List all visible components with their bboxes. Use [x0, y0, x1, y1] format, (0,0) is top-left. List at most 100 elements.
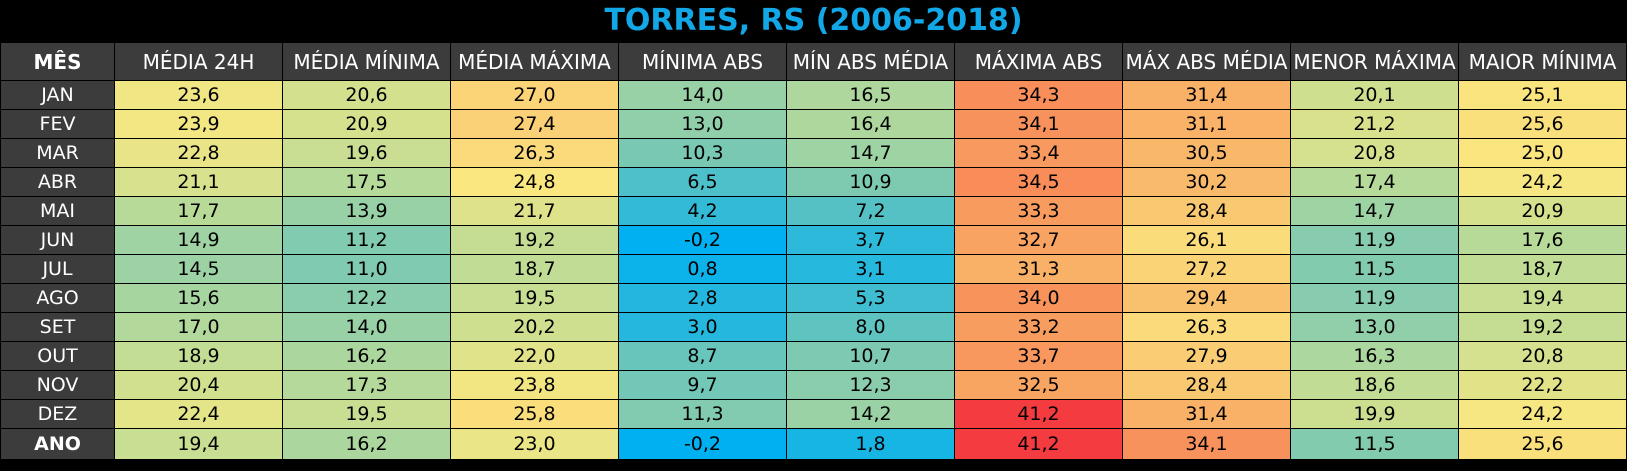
- value-cell: 20,2: [450, 312, 619, 342]
- value-cell: 41,2: [954, 399, 1123, 429]
- value-cell: 19,4: [114, 428, 283, 460]
- value-cell: 13,0: [618, 109, 787, 139]
- table-row: AGO 15,6 12,2 19,5 2,8 5,3 34,0 29,4 11,9 19,4: [0, 283, 1627, 313]
- table-row: SET 17,0 14,0 20,2 3,0 8,0 33,2 26,3 13,0 19,2: [0, 312, 1627, 342]
- value-cell: 10,3: [618, 138, 787, 168]
- value-cell: 27,0: [450, 80, 619, 110]
- value-cell: 9,7: [618, 370, 787, 400]
- value-cell: 17,5: [282, 167, 451, 197]
- value-cell: 33,2: [954, 312, 1123, 342]
- month-cell: SET: [0, 312, 115, 342]
- month-cell: MAR: [0, 138, 115, 168]
- value-cell: 25,1: [1458, 80, 1627, 110]
- value-cell: 21,2: [1290, 109, 1459, 139]
- value-cell: 11,5: [1290, 254, 1459, 284]
- value-cell: 19,2: [1458, 312, 1627, 342]
- value-cell: 5,3: [786, 283, 955, 313]
- value-cell: 20,9: [1458, 196, 1627, 226]
- month-cell: NOV: [0, 370, 115, 400]
- value-cell: 20,8: [1290, 138, 1459, 168]
- value-cell: 25,6: [1458, 428, 1627, 460]
- value-cell: 19,9: [1290, 399, 1459, 429]
- column-header: MÉDIA 24H: [114, 42, 283, 81]
- column-header: MÉDIA MÍNIMA: [282, 42, 451, 81]
- value-cell: 23,8: [450, 370, 619, 400]
- value-cell: 34,0: [954, 283, 1123, 313]
- value-cell: 24,2: [1458, 167, 1627, 197]
- value-cell: 21,1: [114, 167, 283, 197]
- table-row: JAN 23,6 20,6 27,0 14,0 16,5 34,3 31,4 20,1 25,1: [0, 80, 1627, 110]
- value-cell: 3,7: [786, 225, 955, 255]
- table-row: MAI 17,7 13,9 21,7 4,2 7,2 33,3 28,4 14,7 20,9: [0, 196, 1627, 226]
- value-cell: 19,5: [282, 399, 451, 429]
- column-header: MÉDIA MÁXIMA: [450, 42, 619, 81]
- value-cell: 6,5: [618, 167, 787, 197]
- value-cell: 34,5: [954, 167, 1123, 197]
- column-header: MÍNIMA ABS: [618, 42, 787, 81]
- table-row: ABR 21,1 17,5 24,8 6,5 10,9 34,5 30,2 17,4 24,2: [0, 167, 1627, 197]
- column-header: MÁXIMA ABS: [954, 42, 1123, 81]
- value-cell: 33,7: [954, 341, 1123, 371]
- value-cell: 18,7: [450, 254, 619, 284]
- value-cell: 22,8: [114, 138, 283, 168]
- table-row: NOV 20,4 17,3 23,8 9,7 12,3 32,5 28,4 18,6 22,2: [0, 370, 1627, 400]
- table-body: JAN 23,6 20,6 27,0 14,0 16,5 34,3 31,4 20,1 25,1 F…: [0, 80, 1627, 460]
- value-cell: 28,4: [1122, 196, 1291, 226]
- value-cell: 18,6: [1290, 370, 1459, 400]
- table-row: MAR 22,8 19,6 26,3 10,3 14,7 33,4 30,5 20,8 25,0: [0, 138, 1627, 168]
- table-row: ANO 19,4 16,2 23,0 -0,2 1,8 41,2 34,1 11,5 25,6: [0, 428, 1627, 460]
- value-cell: 16,2: [282, 428, 451, 460]
- value-cell: 20,8: [1458, 341, 1627, 371]
- value-cell: 8,0: [786, 312, 955, 342]
- value-cell: 27,4: [450, 109, 619, 139]
- value-cell: 26,3: [450, 138, 619, 168]
- value-cell: 21,7: [450, 196, 619, 226]
- month-cell: AGO: [0, 283, 115, 313]
- value-cell: 17,4: [1290, 167, 1459, 197]
- value-cell: 17,6: [1458, 225, 1627, 255]
- value-cell: 31,1: [1122, 109, 1291, 139]
- value-cell: 12,3: [786, 370, 955, 400]
- value-cell: 19,2: [450, 225, 619, 255]
- value-cell: 14,0: [282, 312, 451, 342]
- value-cell: 22,4: [114, 399, 283, 429]
- value-cell: 11,2: [282, 225, 451, 255]
- value-cell: 19,4: [1458, 283, 1627, 313]
- value-cell: 22,2: [1458, 370, 1627, 400]
- value-cell: 26,3: [1122, 312, 1291, 342]
- value-cell: 31,4: [1122, 399, 1291, 429]
- value-cell: 41,2: [954, 428, 1123, 460]
- value-cell: 10,7: [786, 341, 955, 371]
- value-cell: 16,4: [786, 109, 955, 139]
- value-cell: 24,2: [1458, 399, 1627, 429]
- value-cell: -0,2: [618, 428, 787, 460]
- value-cell: 19,6: [282, 138, 451, 168]
- value-cell: 10,9: [786, 167, 955, 197]
- month-cell: DEZ: [0, 399, 115, 429]
- column-header: MÁX ABS MÉDIA: [1122, 42, 1291, 81]
- value-cell: 33,4: [954, 138, 1123, 168]
- month-cell: JUN: [0, 225, 115, 255]
- value-cell: 34,3: [954, 80, 1123, 110]
- header-row: MÊS MÉDIA 24H MÉDIA MÍNIMA MÉDIA MÁXIMA MÍNI…: [0, 42, 1627, 81]
- value-cell: 19,5: [450, 283, 619, 313]
- value-cell: 33,3: [954, 196, 1123, 226]
- table-title: TORRES, RS (2006-2018): [0, 0, 1627, 42]
- climate-table: MÊS MÉDIA 24H MÉDIA MÍNIMA MÉDIA MÁXIMA MÍNI…: [0, 42, 1627, 460]
- value-cell: 8,7: [618, 341, 787, 371]
- value-cell: 4,2: [618, 196, 787, 226]
- value-cell: 24,8: [450, 167, 619, 197]
- month-cell: JAN: [0, 80, 115, 110]
- value-cell: 17,3: [282, 370, 451, 400]
- value-cell: 14,7: [1290, 196, 1459, 226]
- value-cell: 25,0: [1458, 138, 1627, 168]
- column-header: MAIOR MÍNIMA: [1458, 42, 1627, 81]
- value-cell: 30,5: [1122, 138, 1291, 168]
- value-cell: 11,0: [282, 254, 451, 284]
- month-cell: FEV: [0, 109, 115, 139]
- value-cell: 27,2: [1122, 254, 1291, 284]
- value-cell: 12,2: [282, 283, 451, 313]
- value-cell: 34,1: [1122, 428, 1291, 460]
- value-cell: 14,0: [618, 80, 787, 110]
- value-cell: 30,2: [1122, 167, 1291, 197]
